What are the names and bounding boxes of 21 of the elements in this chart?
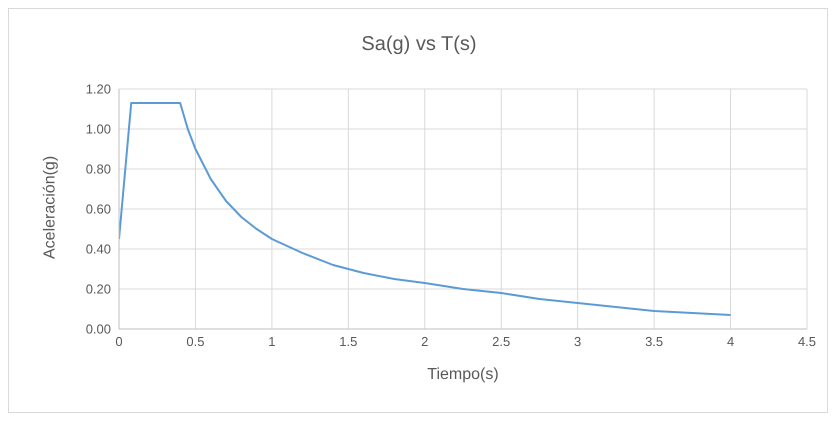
x-tick-label: 2.5	[492, 334, 510, 350]
y-tick-label: 0.40	[86, 242, 111, 257]
line-series	[119, 102, 732, 316]
x-tick-label: 4.5	[798, 334, 816, 350]
y-tick-label: 0.20	[86, 282, 111, 297]
y-tick-label: 0.00	[86, 322, 111, 337]
y-tick-label: 1.20	[86, 82, 111, 97]
chart-title: Sa(g) vs T(s)	[360, 33, 478, 56]
y-tick-label: 0.80	[86, 162, 111, 177]
x-tick-label: 3.5	[645, 334, 664, 350]
x-axis-title: Tiempo(s)	[427, 366, 499, 383]
y-tick-label: 0.60	[86, 202, 111, 217]
x-tick-label: 0	[115, 334, 123, 350]
x-tick-label: 2	[421, 334, 428, 350]
x-tick-label: 1.5	[339, 334, 358, 350]
x-tick-label: 3	[574, 334, 582, 350]
y-axis-title: Aceleración(g)	[42, 156, 59, 259]
x-tick-label: 0.5	[186, 334, 204, 350]
x-tick-label: 1	[268, 334, 276, 350]
x-tick-label: 4	[726, 334, 734, 350]
y-tick-label: 1.00	[86, 122, 111, 137]
